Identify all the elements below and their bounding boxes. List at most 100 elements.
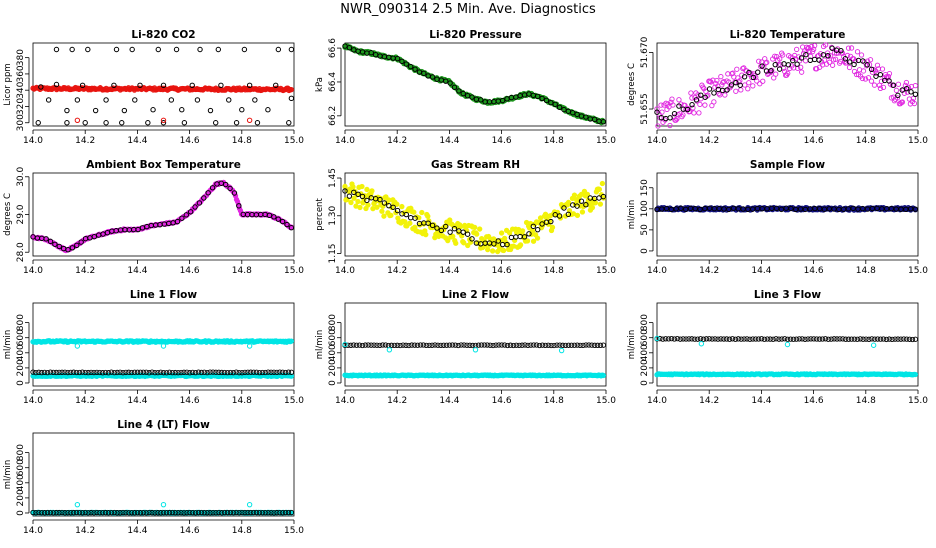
data-point [265,509,271,516]
y-tick-label: 200 [16,359,26,376]
plot-frame [656,42,919,127]
data-point [796,336,802,342]
data-point [342,341,348,348]
panel-title: Line 4 (LT) Flow [117,419,210,431]
y-tick-label: 200 [640,359,650,376]
data-point [379,208,385,214]
data-point [770,336,776,342]
average-point [803,51,809,58]
data-point [143,369,149,375]
y-tick-label: 51.655 [640,93,650,125]
data-point [423,342,429,349]
data-point [504,342,511,349]
data-point [449,342,456,348]
series-cyan-spikes [342,341,565,354]
data-point [239,370,245,376]
data-point [201,369,207,375]
data-point [724,336,730,342]
data-point [259,369,266,376]
data-point [194,97,201,103]
average-point [693,97,700,103]
data-point [738,336,744,342]
data-point [794,46,800,53]
data-point [377,342,383,349]
average-point [711,90,717,96]
data-point [155,510,161,516]
data-point [197,46,203,53]
data-point [160,510,167,516]
series-cyan-spikes [74,501,253,508]
y-axis-label: kPa [315,77,325,92]
average-point [491,241,497,247]
data-point [821,57,828,63]
data-point [517,242,524,248]
data-point [210,369,216,375]
panel-line2-flow: Line 2 Flow ml/min 14.0 14.2 14.4 14.6 14.8 15.… [312,288,624,418]
data-point [30,369,36,375]
average-point [43,236,49,242]
average-point [895,92,901,99]
average-point [724,87,730,93]
data-point [47,369,54,375]
data-point [465,242,471,249]
data-point [670,102,676,108]
data-point [233,369,239,375]
data-point [254,120,261,126]
y-tick-label: 150 [640,179,650,196]
data-point [394,201,400,207]
average-point [381,200,388,206]
average-point [768,68,774,74]
data-point [381,213,387,219]
data-point [41,510,48,516]
data-point [149,509,155,516]
average-point [890,82,897,88]
data-point [94,369,100,376]
data-point [68,510,74,516]
data-point [245,509,251,516]
data-point [475,342,482,348]
data-point [44,369,51,376]
average-point [556,104,563,110]
average-point [698,92,704,98]
average-point [421,70,427,77]
data-point [192,369,199,376]
data-point [558,347,565,354]
average-point [135,226,141,233]
data-point [155,46,161,53]
data-point [33,369,39,376]
series-black-points [30,369,295,376]
data-point [485,246,491,253]
data-point [754,78,760,84]
data-point [213,509,219,516]
series-black-points [654,335,919,343]
data-point [753,74,759,80]
data-point [221,509,228,516]
x-tick-label: 15.0 [908,266,928,276]
data-point [445,237,451,244]
data-point [369,188,375,194]
data-point [169,509,176,516]
data-point [97,509,103,516]
average-point [526,231,532,237]
chart-sample-flow: Sample Flow ml/min 14.0 14.2 14.4 14.6 14.8 15.… [627,159,928,276]
data-point [435,342,441,348]
average-point [403,61,410,67]
y-tick-label: 400 [16,344,26,361]
x-tick-label: 14.6 [180,396,200,406]
data-point [689,95,695,101]
average-point [798,55,805,61]
average-point [719,87,726,94]
data-point [82,120,88,126]
data-point [282,369,289,376]
data-point [592,200,599,206]
data-point [64,107,70,114]
data-point [53,46,60,53]
data-point [840,336,846,342]
x-tick-label: 15.0 [596,266,616,276]
data-point [834,336,840,342]
data-point [802,336,808,342]
x-tick-label: 14.2 [699,266,719,276]
panel-title: Line 3 Flow [754,289,821,301]
x-tick-label: 15.0 [284,396,304,406]
data-point [38,84,44,90]
